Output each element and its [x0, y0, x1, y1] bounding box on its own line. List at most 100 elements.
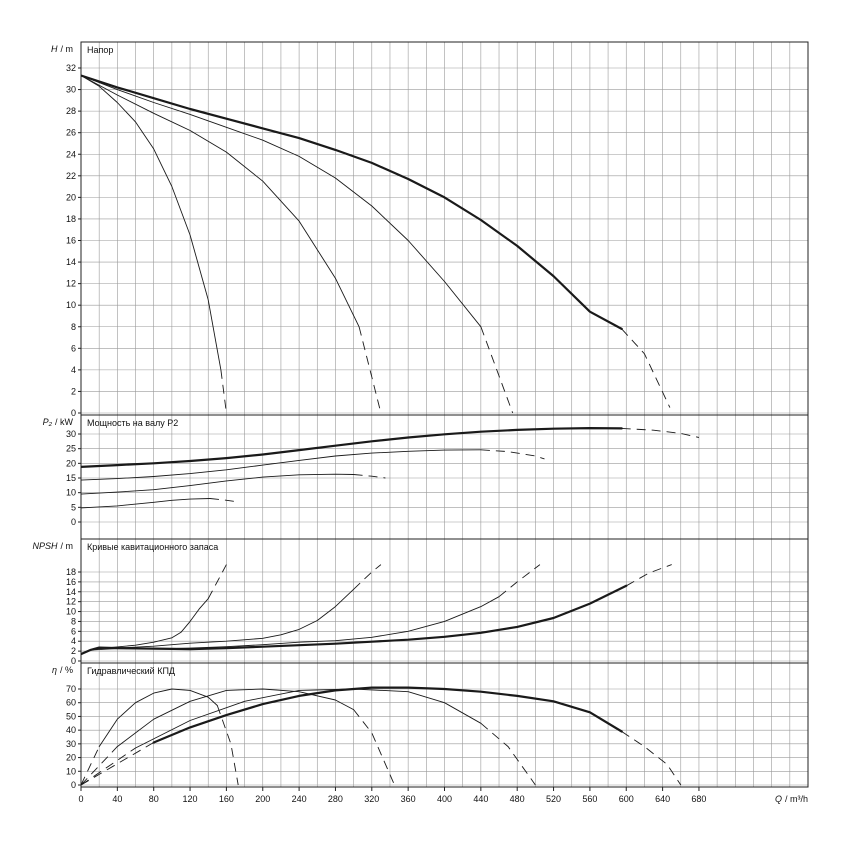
y-tick-label: 30 [66, 85, 76, 95]
y-tick-label: 0 [71, 656, 76, 666]
x-tick-label: 80 [149, 794, 159, 804]
x-tick-label: 560 [582, 794, 597, 804]
curve-dashed-2 [353, 564, 382, 590]
curve-solid-1 [81, 75, 222, 371]
y-tick-label: 18 [66, 567, 76, 577]
y-tick-label: 10 [66, 488, 76, 498]
series-group [81, 686, 682, 786]
y-tick-label: 10 [66, 607, 76, 617]
curve-dashed-1 [207, 564, 227, 599]
y-axis-label: η / % [52, 665, 73, 675]
y-tick-label: 16 [66, 236, 76, 246]
curve-dashed-3 [81, 747, 136, 786]
panel-title: Напор [87, 45, 113, 55]
x-axis-symbol: Q [775, 794, 782, 804]
y-axis-symbol: NPSH [32, 541, 58, 551]
x-tick-label: 320 [364, 794, 379, 804]
y-tick-label: 16 [66, 577, 76, 587]
y-tick-label: 0 [71, 780, 76, 790]
y-axis-unit: / m [61, 44, 74, 54]
y-tick-label: 5 [71, 502, 76, 512]
y-tick-label: 2 [71, 646, 76, 656]
curve-dashed-3 [480, 449, 545, 460]
x-tick-label: 280 [328, 794, 343, 804]
curve-solid-3 [81, 449, 482, 481]
x-tick-label: 480 [510, 794, 525, 804]
curve-dashed-3 [480, 326, 514, 414]
y-tick-label: 0 [71, 517, 76, 527]
panel-efficiency: 0 10 20 30 40 50 60 70 η / % Гидравлический КПД [52, 662, 809, 790]
y-tick-label: 0 [71, 408, 76, 418]
y-tick-label: 50 [66, 711, 76, 721]
curve-dashed-end-4 [621, 731, 682, 786]
y-axis-label: NPSH / m [32, 541, 73, 551]
y-tick-label: 10 [66, 766, 76, 776]
y-tick-label: 6 [71, 343, 76, 353]
y-tick-label: 40 [66, 725, 76, 735]
y-tick-label: 8 [71, 616, 76, 626]
y-tick-label: 12 [66, 279, 76, 289]
y-tick-label: 24 [66, 149, 76, 159]
y-tick-label: 18 [66, 214, 76, 224]
curve-solid-2 [81, 75, 360, 328]
x-axis-unit: / m³/h [785, 794, 808, 804]
y-tick-label: 2 [71, 386, 76, 396]
y-tick-label: 60 [66, 698, 76, 708]
y-axis-unit: / kW [55, 417, 74, 427]
y-axis-symbol: P₂ [43, 417, 53, 427]
y-tick-label: 4 [71, 365, 76, 375]
curve-solid-2 [116, 688, 355, 748]
curve-solid-1 [81, 498, 211, 509]
curve-solid-1 [81, 598, 209, 655]
y-tick-label: 30 [66, 739, 76, 749]
curve-solid-4 [152, 686, 623, 744]
y-axis-label: H / m [51, 44, 73, 54]
y-tick-label: 15 [66, 473, 76, 483]
x-tick-label: 160 [219, 794, 234, 804]
curve-dashed-end-1 [216, 705, 239, 786]
y-axis-symbol: η [52, 665, 57, 675]
y-tick-label: 20 [66, 192, 76, 202]
curve-solid-4 [81, 584, 628, 656]
y-tick-label: 25 [66, 444, 76, 454]
y-tick-label: 14 [66, 587, 76, 597]
curve-dashed-2 [81, 746, 118, 786]
y-tick-label: 8 [71, 322, 76, 332]
x-tick-label: 0 [78, 794, 83, 804]
x-tick-label: 640 [655, 794, 670, 804]
curve-dashed-1 [220, 369, 227, 414]
y-tick-label: 14 [66, 257, 76, 267]
curve-solid-3 [135, 688, 482, 749]
curve-solid-1 [98, 688, 218, 748]
curve-dashed-1 [209, 498, 236, 502]
x-tick-label: 40 [112, 794, 122, 804]
y-tick-label: 22 [66, 171, 76, 181]
curve-dashed-end-3 [480, 722, 536, 786]
curve-dashed-4 [626, 564, 672, 587]
panel-title: Гидравлический КПД [87, 666, 175, 676]
y-tick-label: 6 [71, 626, 76, 636]
curve-dashed-3 [498, 564, 541, 598]
x-tick-label: 400 [437, 794, 452, 804]
curve-dashed-1 [81, 746, 100, 786]
y-axis-label: P₂ / kW [43, 417, 74, 427]
curve-solid-2 [81, 473, 355, 495]
curve-dashed-end-2 [353, 709, 395, 786]
x-tick-label: 120 [183, 794, 198, 804]
y-tick-label: 12 [66, 597, 76, 607]
curve-solid-4 [81, 74, 623, 330]
panel-power: 0 5 10 15 20 25 30 P₂ / kW Мощность на валу P2 [43, 414, 809, 540]
y-tick-label: 26 [66, 128, 76, 138]
x-axis-label: Q / m³/h [775, 794, 808, 804]
series-group [81, 564, 672, 656]
series-group [81, 427, 699, 509]
series-group [81, 74, 671, 414]
y-tick-label: 30 [66, 429, 76, 439]
panel-title: Мощность на валу P2 [87, 418, 178, 428]
x-tick-label: 240 [292, 794, 307, 804]
curve-solid-3 [81, 75, 482, 328]
y-tick-label: 70 [66, 684, 76, 694]
y-axis-unit: / % [60, 665, 73, 675]
